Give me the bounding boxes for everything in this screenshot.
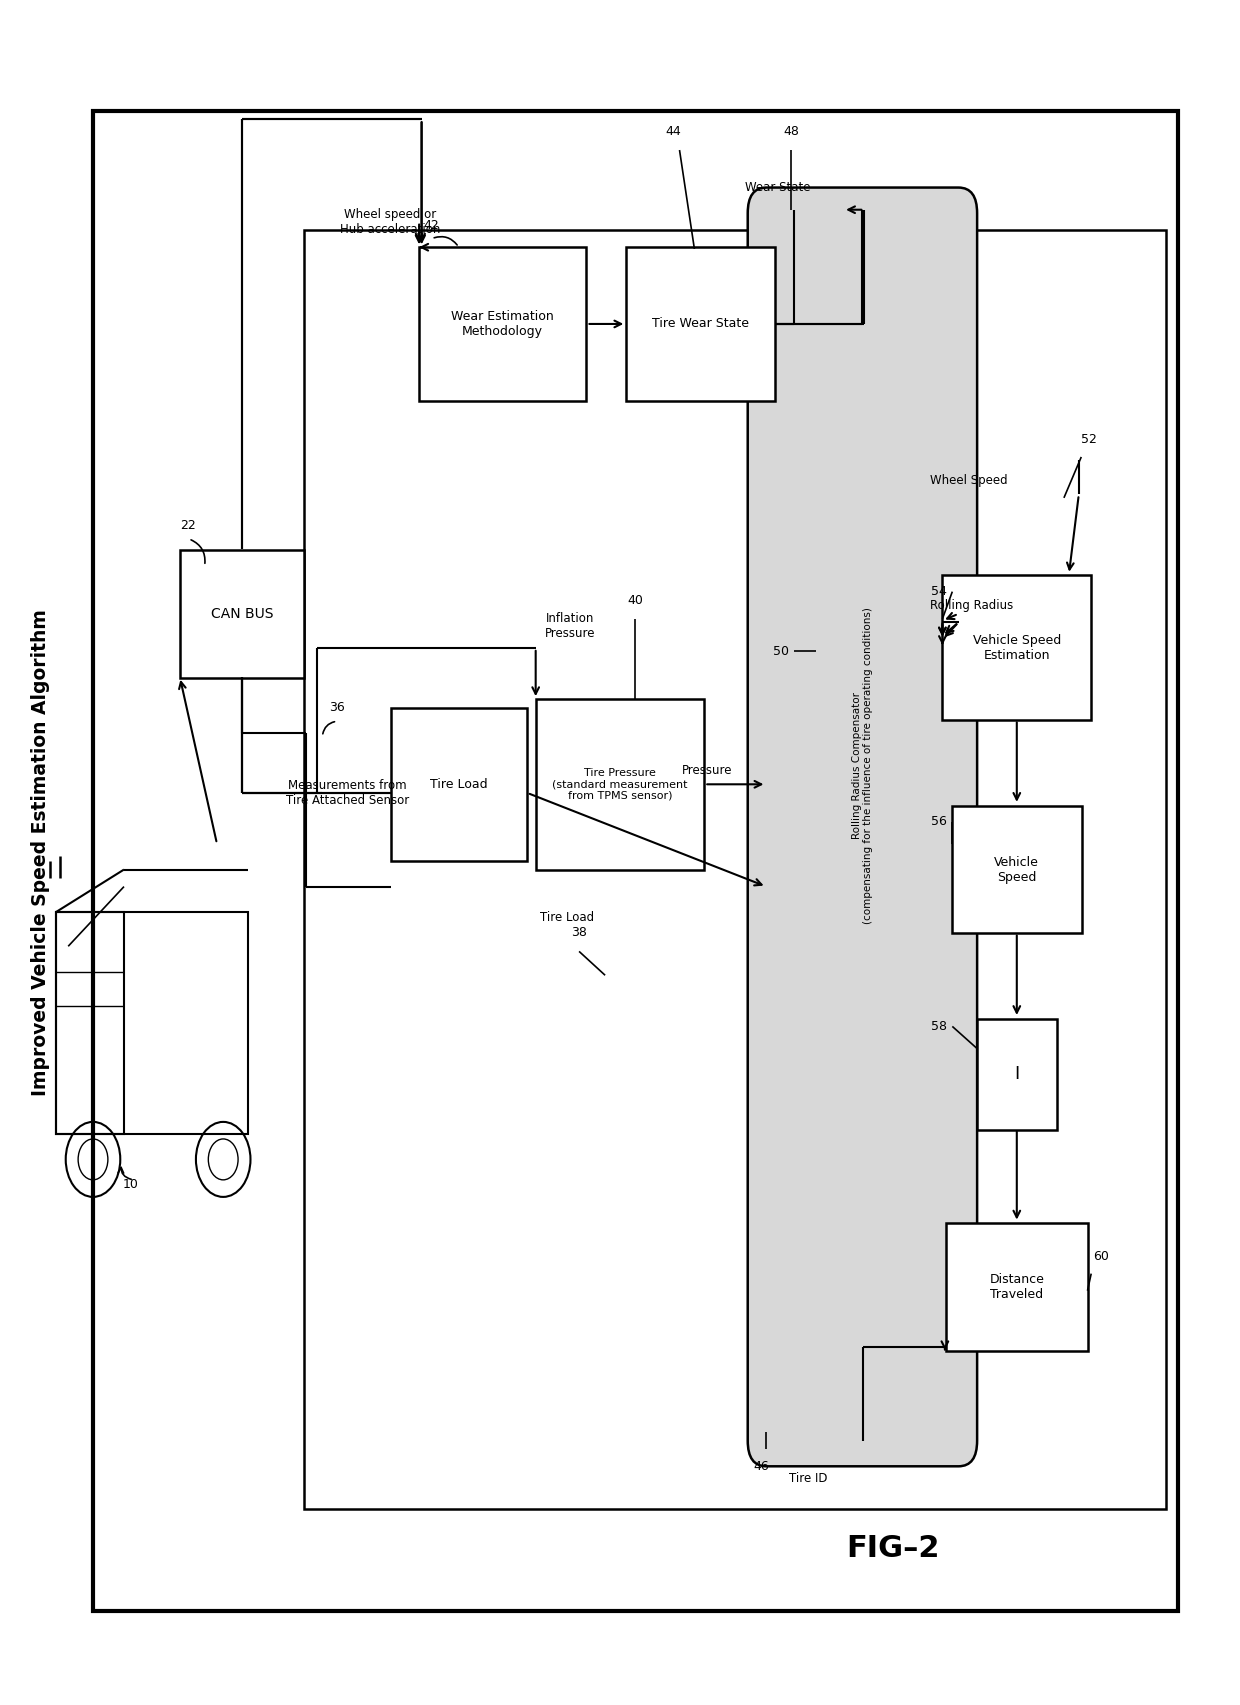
Bar bbox=[626, 247, 775, 401]
Text: 58: 58 bbox=[931, 1020, 946, 1033]
Bar bbox=[56, 912, 248, 1134]
Bar bbox=[536, 699, 703, 870]
Text: Distance
Traveled: Distance Traveled bbox=[990, 1274, 1044, 1301]
Text: 10: 10 bbox=[123, 1178, 138, 1192]
Bar bbox=[942, 576, 1091, 720]
Text: 36: 36 bbox=[330, 701, 345, 714]
Bar bbox=[419, 247, 585, 401]
Text: Tire Wear State: Tire Wear State bbox=[652, 317, 749, 331]
Text: 56: 56 bbox=[931, 815, 946, 829]
Text: Tire Load: Tire Load bbox=[539, 910, 594, 924]
Text: Vehicle
Speed: Vehicle Speed bbox=[994, 856, 1039, 883]
Text: Inflation
Pressure: Inflation Pressure bbox=[546, 612, 595, 639]
Text: 44: 44 bbox=[666, 124, 681, 138]
Text: 48: 48 bbox=[784, 124, 799, 138]
Text: I: I bbox=[1014, 1066, 1019, 1083]
Bar bbox=[93, 111, 1178, 1611]
Text: Rolling Radius: Rolling Radius bbox=[930, 598, 1013, 612]
Text: 54: 54 bbox=[931, 585, 946, 598]
Text: 50: 50 bbox=[774, 644, 789, 658]
Text: Pressure: Pressure bbox=[682, 764, 733, 777]
Text: Tire ID: Tire ID bbox=[789, 1471, 827, 1485]
Text: 60: 60 bbox=[1094, 1250, 1109, 1263]
Text: 46: 46 bbox=[754, 1459, 769, 1473]
Text: Rolling Radius Compensator
(compensating for the influence of tire operating con: Rolling Radius Compensator (compensating… bbox=[852, 607, 873, 924]
Text: 22: 22 bbox=[181, 518, 196, 532]
Text: Tire Load: Tire Load bbox=[430, 777, 487, 791]
Text: Tire Pressure
(standard measurement
from TPMS sensor): Tire Pressure (standard measurement from… bbox=[552, 767, 688, 801]
Text: 42: 42 bbox=[424, 218, 439, 232]
Text: CAN BUS: CAN BUS bbox=[211, 607, 273, 621]
Text: Wheel Speed: Wheel Speed bbox=[930, 474, 1008, 488]
Text: 52: 52 bbox=[1081, 433, 1096, 447]
FancyBboxPatch shape bbox=[748, 188, 977, 1466]
Text: Wear State: Wear State bbox=[745, 181, 811, 194]
Text: 38: 38 bbox=[572, 926, 587, 939]
Bar bbox=[304, 230, 1166, 1509]
Text: Wheel speed or
Hub acceleration: Wheel speed or Hub acceleration bbox=[341, 208, 440, 235]
Text: 40: 40 bbox=[627, 593, 642, 607]
Text: Improved Vehicle Speed Estimation Algorithm: Improved Vehicle Speed Estimation Algori… bbox=[31, 609, 51, 1096]
Bar bbox=[945, 1224, 1089, 1350]
Text: Measurements from
Tire Attached Sensor: Measurements from Tire Attached Sensor bbox=[285, 779, 409, 806]
Bar bbox=[977, 1018, 1058, 1129]
Bar bbox=[56, 912, 124, 1134]
Text: Wear Estimation
Methodology: Wear Estimation Methodology bbox=[451, 310, 553, 338]
Text: FIG–2: FIG–2 bbox=[846, 1533, 940, 1563]
Bar bbox=[180, 549, 304, 677]
Bar bbox=[952, 806, 1081, 934]
Text: Vehicle Speed
Estimation: Vehicle Speed Estimation bbox=[972, 634, 1061, 662]
Bar bbox=[391, 708, 527, 861]
